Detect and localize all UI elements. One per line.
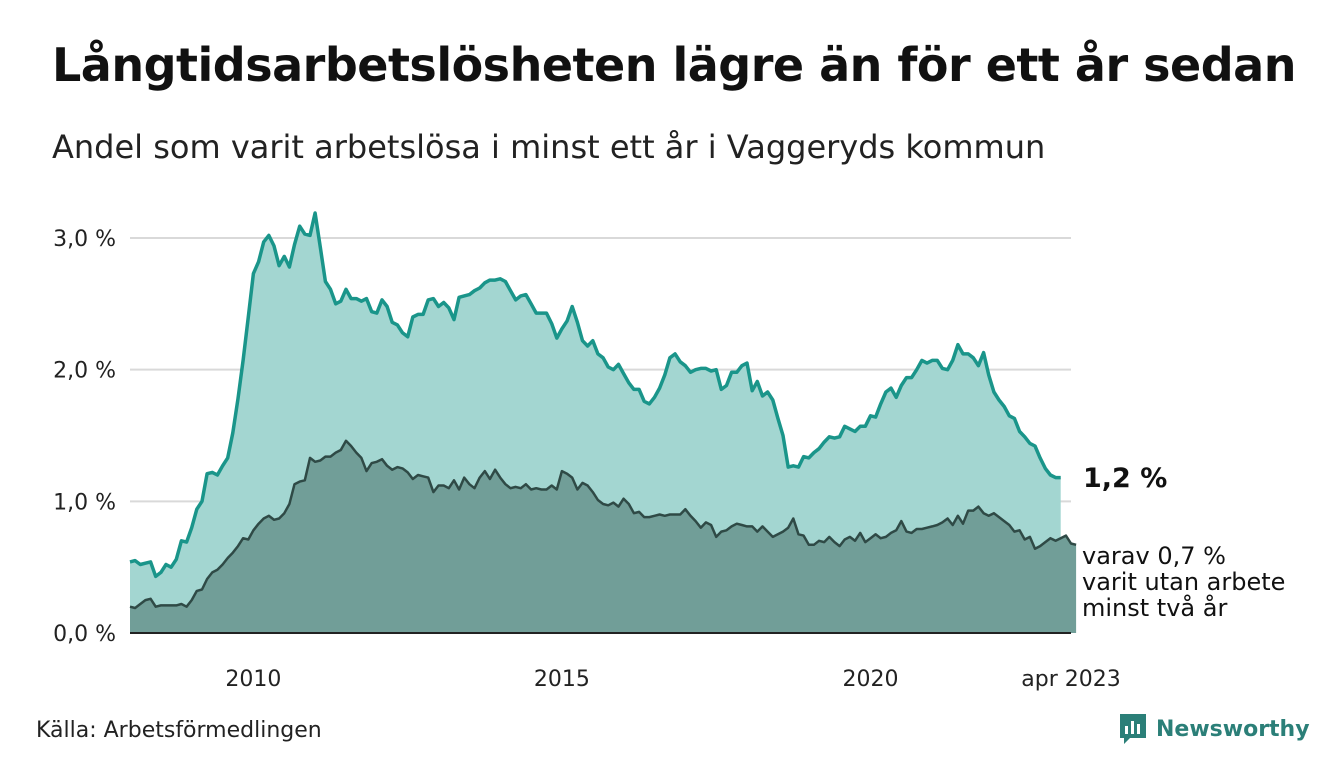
newsworthy-logo-icon (1120, 714, 1146, 744)
y-tick-label: 1,0 % (53, 490, 116, 515)
source-note: Källa: Arbetsförmedlingen (36, 718, 322, 743)
y-tick-label: 0,0 % (53, 622, 116, 647)
sub-value-line-2: varit utan arbete (1082, 568, 1286, 596)
chart-subtitle: Andel som varit arbetslösa i minst ett å… (52, 128, 1046, 166)
x-tick-label: apr 2023 (1021, 667, 1120, 692)
brand-name: Newsworthy (1156, 716, 1310, 742)
y-axis-ticks: 0,0 % 1,0 % 2,0 % 3,0 % (53, 227, 116, 647)
sub-value-line-3: minst två år (1082, 594, 1228, 622)
total-line (129, 211, 1061, 579)
x-tick-label: 2015 (534, 667, 590, 692)
y-tick-label: 2,0 % (53, 359, 116, 384)
x-tick-label: 2010 (225, 667, 281, 692)
chart-title: Långtidsarbetslösheten lägre än för ett … (52, 38, 1296, 92)
y-tick-label: 3,0 % (53, 227, 116, 252)
x-tick-label: 2020 (842, 667, 898, 692)
brand-logo[interactable]: Newsworthy (1118, 712, 1310, 746)
two-year-area (130, 440, 1077, 633)
latest-value-label: 1,2 % (1083, 463, 1168, 494)
x-axis-ticks: 2010 2015 2020 apr 2023 (225, 667, 1120, 692)
two-year-line (129, 439, 1077, 610)
sub-value-label: varav 0,7 % varit utan arbete minst två … (1082, 543, 1285, 621)
sub-value-line-1: varav 0,7 % (1082, 542, 1226, 570)
